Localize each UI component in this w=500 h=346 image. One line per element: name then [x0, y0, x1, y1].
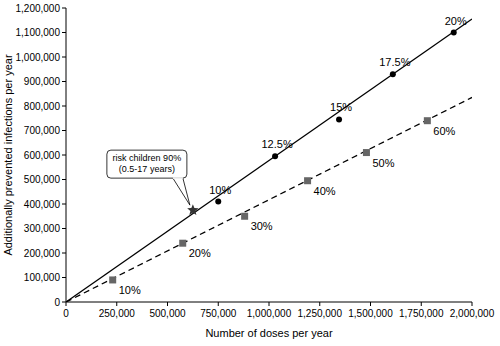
- point-label: 50%: [372, 157, 394, 169]
- y-tick: [62, 81, 66, 82]
- circle-point: [390, 71, 396, 77]
- x-axis-title: Number of doses per year: [205, 327, 333, 339]
- chart: 0 250,000 500,000 750,000 1,000,000 1,250,000…: [0, 0, 500, 346]
- point-label: 20%: [445, 15, 467, 27]
- marks: [66, 19, 472, 302]
- circle-point: [451, 30, 457, 36]
- y-tick-label: 800,000: [24, 101, 61, 112]
- square-point: [241, 213, 248, 220]
- x-tick: [421, 302, 422, 306]
- fit-line: [66, 19, 472, 302]
- y-tick: [62, 277, 66, 278]
- y-tick: [62, 204, 66, 205]
- x-tick-label: 0: [63, 308, 69, 319]
- y-tick-label: 0: [54, 297, 60, 308]
- y-tick: [62, 130, 66, 131]
- point-label: 17.5%: [379, 56, 410, 68]
- y-tick-label: 200,000: [24, 248, 61, 259]
- x-tick-label: 1,750,000: [399, 308, 444, 319]
- point-label: 10%: [209, 184, 231, 196]
- y-tick: [62, 179, 66, 180]
- y-tick-label: 1,200,000: [16, 3, 61, 14]
- callout-joint: [173, 177, 183, 179]
- square-point: [109, 276, 116, 283]
- y-tick-label: 700,000: [24, 125, 61, 136]
- labels: 10% 12.5% 15% 17.5% 20% 10% 20% 30% 40% 50% 60% ris…: [107, 15, 467, 296]
- x-tick: [66, 302, 67, 306]
- x-tick-label: 250,000: [99, 308, 136, 319]
- point-label: 12.5%: [261, 138, 292, 150]
- y-tick: [62, 228, 66, 229]
- x-tick-label: 1,500,000: [348, 308, 393, 319]
- y-tick: [62, 57, 66, 58]
- square-point: [424, 117, 431, 124]
- y-tick-label: 400,000: [24, 199, 61, 210]
- callout-text: (0.5-17 years): [119, 164, 175, 174]
- point-label: 60%: [433, 125, 455, 137]
- y-tick: [62, 32, 66, 33]
- circle-point: [215, 199, 221, 205]
- x-tick: [218, 302, 219, 306]
- y-tick-label: 100,000: [24, 272, 61, 283]
- point-label: 40%: [314, 185, 336, 197]
- circle-point: [272, 153, 278, 159]
- circle-point: [336, 116, 342, 122]
- star-point: [187, 204, 198, 215]
- y-tick: [62, 155, 66, 156]
- callout-pointer: [173, 178, 190, 205]
- x-tick: [116, 302, 117, 306]
- point-label: 15%: [330, 101, 352, 113]
- callout-text: risk children 90%: [113, 153, 182, 163]
- y-tick: [62, 253, 66, 254]
- x-tick: [370, 302, 371, 306]
- y-tick: [62, 106, 66, 107]
- x-tick: [269, 302, 270, 306]
- square-point: [304, 177, 311, 184]
- y-tick-label: 900,000: [24, 76, 61, 87]
- y-tick-label: 600,000: [24, 150, 61, 161]
- x-tick-label: 500,000: [149, 308, 186, 319]
- y-tick-label: 300,000: [24, 223, 61, 234]
- fit-line: [66, 97, 472, 302]
- y-tick-label: 500,000: [24, 174, 61, 185]
- x-tick-label: 1,250,000: [298, 308, 343, 319]
- x-tick-label: 750,000: [200, 308, 237, 319]
- y-tick-label: 1,000,000: [16, 52, 61, 63]
- callout-box: [107, 150, 187, 178]
- x-tick-label: 1,000,000: [247, 308, 292, 319]
- y-axis-title: Additionally prevented infections per ye…: [2, 54, 14, 256]
- x-tick: [472, 302, 473, 306]
- point-label: 10%: [119, 284, 141, 296]
- x-tick: [319, 302, 320, 306]
- point-label: 30%: [251, 220, 273, 232]
- point-label: 20%: [189, 247, 211, 259]
- y-tick: [62, 302, 66, 303]
- y-tick: [62, 8, 66, 9]
- x-tick: [167, 302, 168, 306]
- square-point: [363, 149, 370, 156]
- square-point: [179, 240, 186, 247]
- y-tick-label: 1,100,000: [16, 27, 61, 38]
- x-tick-label: 2,000,000: [450, 308, 495, 319]
